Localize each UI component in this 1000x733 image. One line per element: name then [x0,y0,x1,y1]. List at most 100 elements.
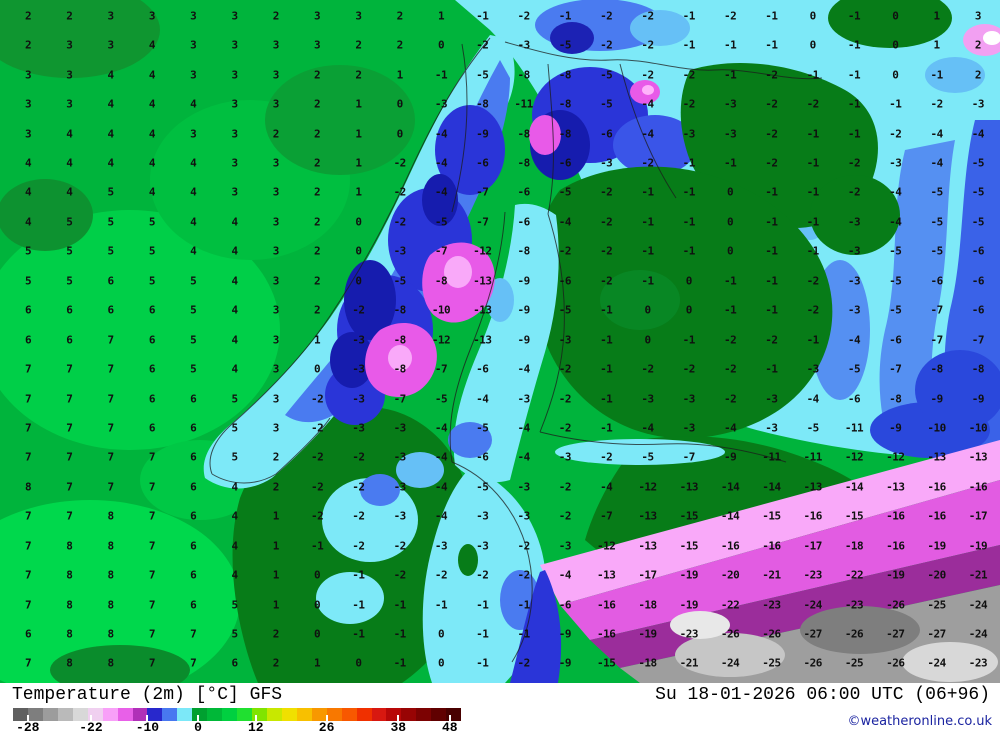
temp-value: -6 [930,274,943,288]
temp-value: -1 [765,9,778,23]
temp-value: -1 [641,185,654,199]
temp-value: 3 [272,362,280,376]
temp-value: -3 [517,392,530,406]
temp-value: -5 [971,215,985,229]
temp-value: 4 [231,539,238,553]
temp-value: -2 [641,68,654,82]
temp-value: 4 [24,215,32,229]
temp-value: 3 [24,97,32,111]
temp-value: 3 [190,68,197,82]
temp-value: -8 [393,362,407,376]
temp-value: 1 [272,598,280,612]
legend-tick-label: 0 [194,720,202,733]
temp-value: 1 [355,127,362,141]
temp-value: -12 [597,539,616,553]
temp-value: -7 [434,362,448,376]
temp-value: 4 [231,480,238,494]
temp-value: -1 [682,333,696,347]
legend-color-segment [371,708,387,721]
temp-value: 7 [148,480,156,494]
temp-value: 3 [190,9,197,23]
temp-value: -26 [886,598,905,612]
temp-value: -1 [682,9,696,23]
temp-value: 6 [107,274,115,288]
legend-tick-label: 12 [248,720,264,733]
temp-value: -2 [393,185,407,199]
temp-value: 6 [190,598,197,612]
temp-value: 3 [272,244,280,258]
temp-value: 4 [231,333,238,347]
temp-value: 5 [107,215,115,229]
temp-value: 1 [933,38,941,52]
temp-value: -1 [682,38,696,52]
temp-value: -3 [393,450,407,464]
temp-value: -7 [889,362,902,376]
legend-color-segment [13,708,28,721]
temp-value: -9 [476,127,489,141]
temp-value: -3 [558,539,572,553]
legend-color-segment [162,708,178,721]
temp-value: 6 [231,656,238,670]
legend-color-segment [222,708,238,721]
temp-value: 3 [272,38,280,52]
temp-value: 4 [231,568,238,582]
temp-value: -8 [558,127,572,141]
temp-value: 3 [272,185,280,199]
temp-value: -13 [473,274,492,288]
temp-value: 4 [148,68,156,82]
temp-value: -18 [638,598,657,612]
temp-value: -3 [393,421,407,435]
temp-value: -5 [600,68,613,82]
temp-value: -5 [434,392,448,406]
temp-value: -3 [352,333,365,347]
temp-value: -2 [558,392,572,406]
temp-value: -6 [600,127,613,141]
temp-value: -11 [844,421,864,435]
temp-value: 2 [314,244,321,258]
temp-value: -1 [310,539,324,553]
temp-value: -2 [765,68,778,82]
temp-value: 4 [107,68,115,82]
temp-value: -1 [723,38,737,52]
temp-value: -27 [927,627,946,641]
temp-value: 4 [148,156,156,170]
temp-value: -3 [393,244,407,258]
temp-value: -1 [765,38,778,52]
temp-value: -2 [765,156,778,170]
temp-value: 2 [272,480,280,494]
temp-value: 7 [24,421,32,435]
temp-value: -1 [847,97,861,111]
temp-value: 3 [24,127,32,141]
temp-value: -8 [558,68,572,82]
temp-value: -24 [720,656,740,670]
legend-color-segment [132,708,148,721]
temp-value: 7 [24,392,32,406]
legend-tick-mark [26,715,29,721]
temp-value: -5 [930,244,943,258]
temp-value: 7 [24,539,32,553]
copyright-link[interactable]: ©weatheronline.co.uk [847,714,992,729]
temp-value: 3 [272,392,280,406]
footer-labels: Temperature (2m) [°C] GFS Su 18-01-2026 … [0,683,1000,706]
temp-value: -1 [682,244,696,258]
temp-value: -9 [889,421,902,435]
temp-value: -23 [679,627,699,641]
temp-value: 2 [314,185,321,199]
temp-value: 0 [314,568,321,582]
temp-value: -3 [352,392,365,406]
temp-value: -4 [971,127,985,141]
temp-value: -2 [393,568,407,582]
temp-value: 2 [314,68,321,82]
temp-value: -4 [434,509,448,523]
temp-value: -13 [473,333,492,347]
legend-color-segment [356,708,372,721]
temp-value: 7 [107,421,115,435]
temp-value: -1 [723,303,737,317]
temp-value: 5 [24,244,32,258]
temp-value: -9 [723,450,737,464]
temp-value: -6 [558,274,572,288]
temp-value: -2 [310,509,324,523]
temp-value: 2 [396,9,404,23]
legend-color-segment [207,708,223,721]
temp-value: -9 [971,392,985,406]
